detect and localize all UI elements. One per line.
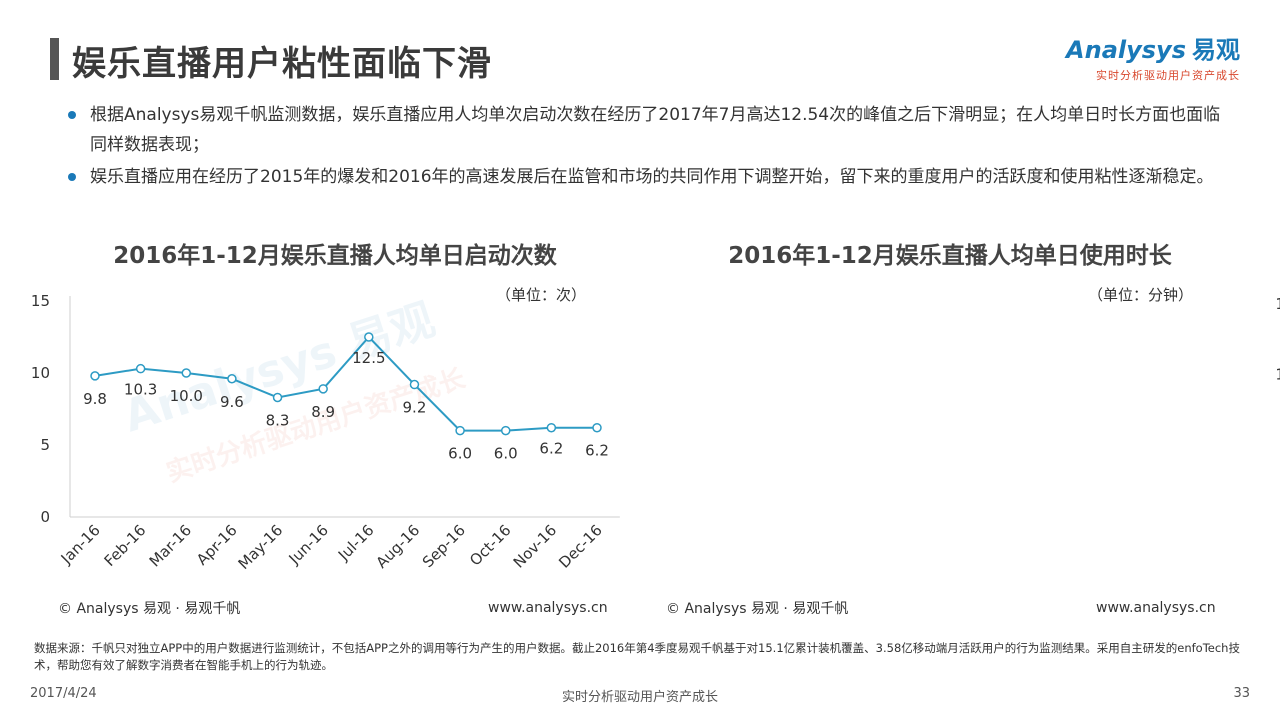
x-tick-label: Apr-16 bbox=[193, 521, 241, 569]
data-point bbox=[364, 332, 374, 342]
footer-tagline: 实时分析驱动用户资产成长 bbox=[561, 690, 718, 705]
right-line-chart: Analysys 易观实时分析驱动用户资产成长050100150Jan-16Fe… bbox=[1275, 295, 1280, 384]
bullet-text: 娱乐直播应用在经历了2015年的爆发和2016年的高速发展后在监管和市场的共同作… bbox=[90, 167, 1214, 187]
y-tick-label: 100 bbox=[1275, 366, 1280, 384]
left-line-chart: Analysys 易观实时分析驱动用户资产成长051015Jan-16Feb-1… bbox=[31, 292, 620, 573]
data-label: 6.2 bbox=[585, 442, 609, 460]
x-tick-label: Jul-16 bbox=[334, 521, 378, 565]
data-label: 10.0 bbox=[170, 387, 203, 405]
series-line bbox=[94, 335, 597, 432]
data-point bbox=[546, 422, 557, 433]
data-point bbox=[272, 392, 283, 403]
left-chart-unit: （单位：次） bbox=[496, 286, 587, 304]
y-tick-label: 0 bbox=[40, 508, 50, 526]
right-site-url: www.analysys.cn bbox=[1096, 600, 1216, 616]
y-tick-label: 5 bbox=[40, 436, 50, 454]
bullet-dot-icon bbox=[68, 111, 76, 119]
bullet-item: 娱乐直播应用在经历了2015年的爆发和2016年的高速发展后在监管和市场的共同作… bbox=[66, 162, 1226, 192]
bullet-list: 根据Analysys易观千帆监测数据，娱乐直播应用人均单次启动次数在经历了201… bbox=[66, 100, 1226, 194]
data-label: 6.0 bbox=[494, 445, 518, 463]
footer-date: 2017/4/24 bbox=[30, 686, 97, 701]
left-site-url: www.analysys.cn bbox=[488, 600, 608, 616]
bullet-item: 根据Analysys易观千帆监测数据，娱乐直播应用人均单次启动次数在经历了201… bbox=[66, 100, 1226, 160]
data-point bbox=[318, 384, 328, 394]
data-label: 6.2 bbox=[539, 440, 563, 458]
x-tick-label: Aug-16 bbox=[373, 521, 424, 572]
data-point bbox=[500, 425, 511, 436]
data-label: 8.3 bbox=[266, 411, 290, 429]
data-label: 8.9 bbox=[311, 403, 335, 421]
data-point bbox=[227, 374, 237, 384]
data-label: 9.6 bbox=[220, 393, 244, 411]
data-source-note: 数据来源：千帆只对独立APP中的用户数据进行监测统计，不包括APP之外的调用等行… bbox=[34, 641, 1240, 672]
x-tick-label: Jun-16 bbox=[285, 521, 332, 568]
left-chart-title: 2016年1-12月娱乐直播人均单日启动次数 bbox=[113, 243, 557, 269]
x-tick-label: Feb-16 bbox=[101, 521, 150, 570]
data-label: 6.0 bbox=[448, 445, 472, 463]
brand-logo: Analysys 易观 实时分析驱动用户资产成长 bbox=[1066, 30, 1240, 83]
x-tick-label: Jan-16 bbox=[57, 521, 104, 568]
right-copyright: © Analysys 易观 · 易观千帆 bbox=[666, 601, 849, 617]
page-title: 娱乐直播用户粘性面临下滑 bbox=[72, 44, 492, 84]
x-tick-label: Dec-16 bbox=[555, 521, 606, 572]
page-number: 33 bbox=[1233, 686, 1250, 701]
data-label: 9.8 bbox=[83, 390, 107, 408]
y-tick-label: 150 bbox=[1275, 295, 1280, 313]
brand-logo-text: Analysys bbox=[1066, 36, 1186, 64]
data-point bbox=[90, 371, 100, 381]
bullet-dot-icon bbox=[68, 173, 76, 181]
data-point bbox=[135, 363, 146, 374]
x-tick-label: Oct-16 bbox=[466, 521, 514, 569]
left-copyright: © Analysys 易观 · 易观千帆 bbox=[58, 601, 241, 617]
data-point bbox=[592, 422, 602, 433]
brand-tagline: 实时分析驱动用户资产成长 bbox=[1096, 69, 1240, 82]
x-tick-label: Sep-16 bbox=[419, 521, 469, 571]
title-accent-bar bbox=[50, 38, 59, 80]
y-tick-label: 15 bbox=[31, 292, 50, 310]
right-chart-unit: （单位：分钟） bbox=[1088, 286, 1194, 304]
data-label: 10.3 bbox=[124, 381, 157, 399]
y-tick-label: 10 bbox=[31, 364, 50, 382]
x-tick-label: Mar-16 bbox=[146, 521, 195, 570]
data-point bbox=[181, 368, 192, 378]
data-point bbox=[455, 425, 465, 436]
brand-logo-cn: 易观 bbox=[1192, 36, 1240, 64]
bullet-text: 根据Analysys易观千帆监测数据，娱乐直播应用人均单次启动次数在经历了201… bbox=[90, 105, 1221, 155]
data-label: 12.5 bbox=[352, 349, 385, 367]
x-tick-label: May-16 bbox=[235, 521, 287, 573]
data-point bbox=[409, 379, 420, 390]
right-chart-title: 2016年1-12月娱乐直播人均单日使用时长 bbox=[728, 243, 1172, 269]
x-tick-label: Nov-16 bbox=[510, 521, 560, 571]
data-label: 9.2 bbox=[403, 399, 427, 417]
